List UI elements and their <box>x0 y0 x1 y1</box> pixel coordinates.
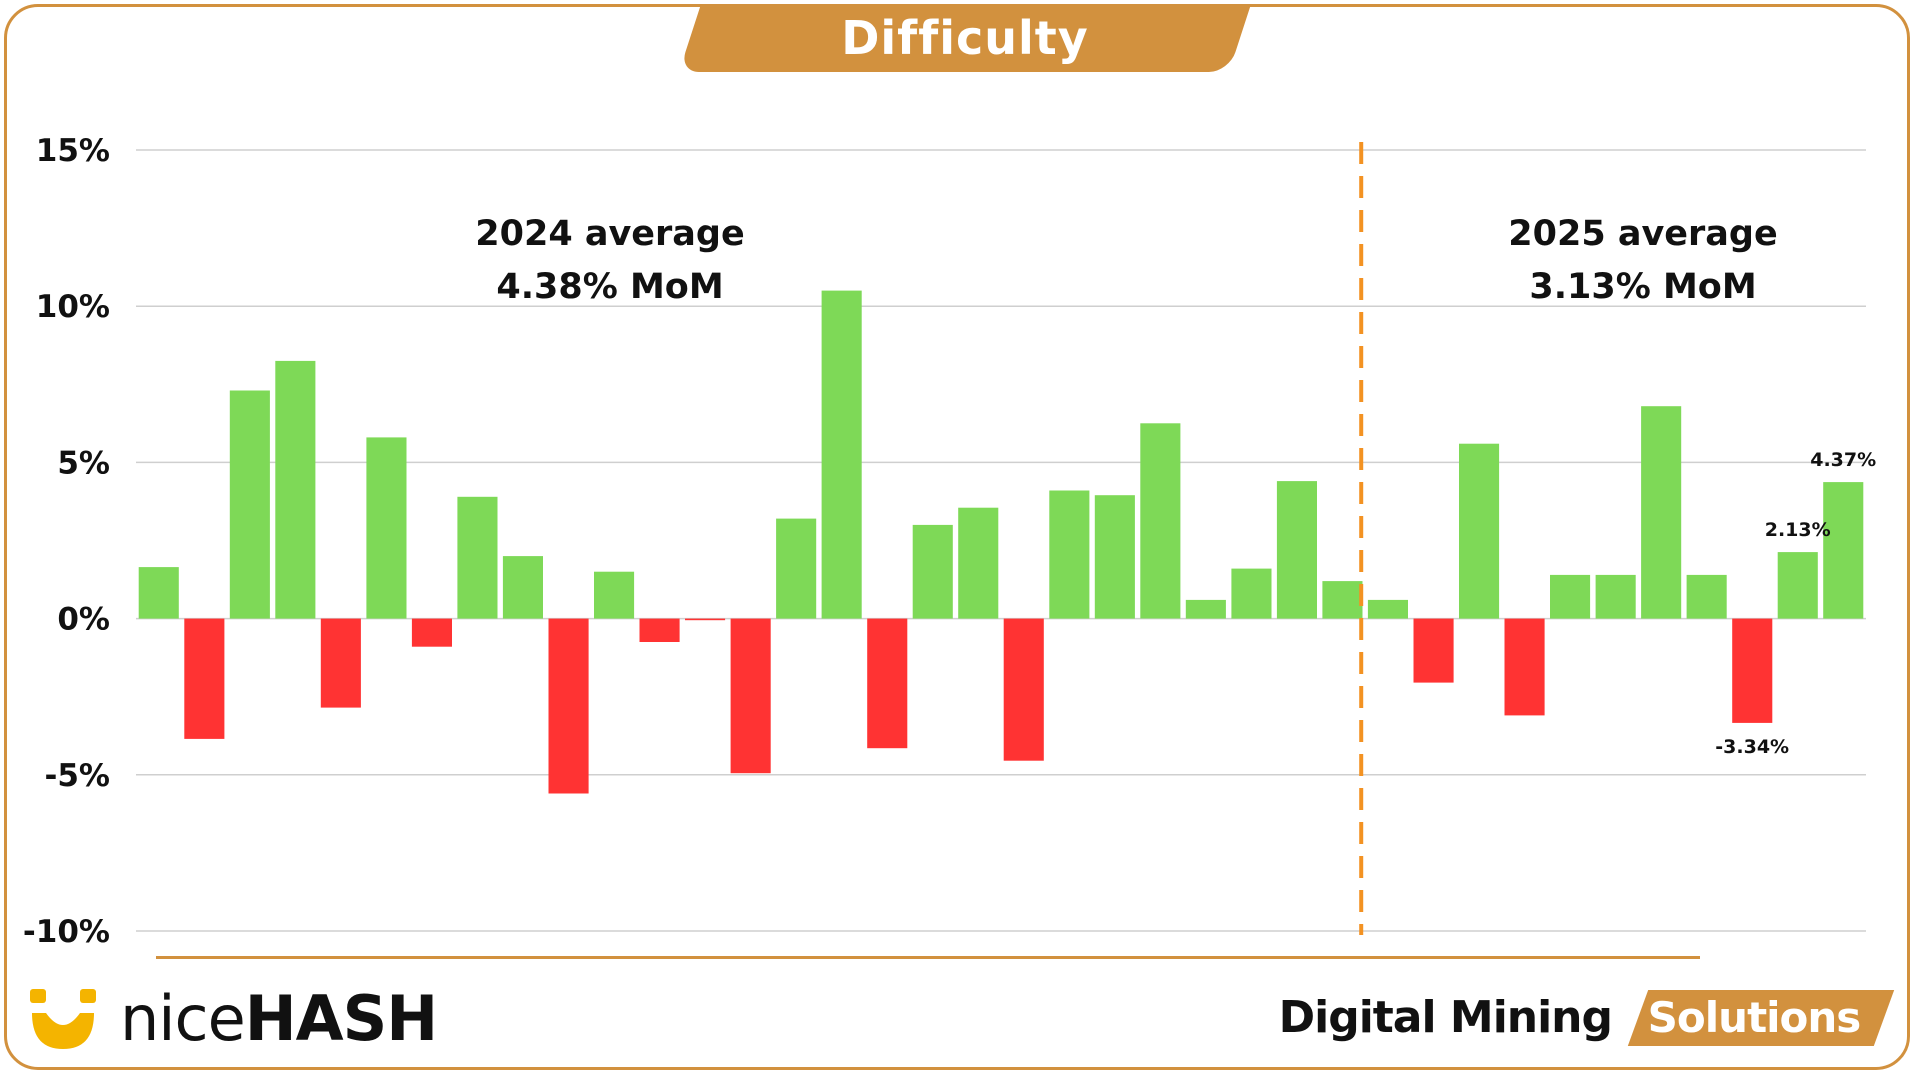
y-tick-label: 5% <box>57 445 110 481</box>
y-tick-label: 10% <box>36 289 110 325</box>
y-tick-label: 0% <box>57 602 110 638</box>
bar <box>457 496 498 619</box>
bar <box>275 360 316 619</box>
bar <box>548 618 589 794</box>
bar <box>1732 618 1773 723</box>
bar <box>320 618 361 708</box>
bar <box>730 618 771 774</box>
wordmark-nice: nice <box>120 982 246 1055</box>
y-tick-labels: 15% 10% 5% 0% -5% -10% <box>23 133 110 950</box>
bar <box>1185 599 1226 619</box>
data-label: -3.34% <box>1715 736 1789 758</box>
bar <box>867 618 908 749</box>
tagline-left: Digital Mining <box>1278 992 1613 1043</box>
bar <box>639 618 680 642</box>
bar <box>1504 618 1545 716</box>
nicehash-logo-icon <box>30 989 96 1049</box>
tagline-right: Solutions <box>1647 993 1862 1042</box>
data-label: 2.13% <box>1765 519 1831 541</box>
bar <box>1550 574 1591 619</box>
bar <box>1641 406 1682 619</box>
footer-divider <box>156 956 1700 959</box>
nicehash-wordmark: niceHASH <box>120 982 438 1055</box>
y-tick-label: 15% <box>36 133 110 169</box>
bar <box>1003 618 1044 761</box>
bar <box>411 618 452 647</box>
bar <box>229 390 270 619</box>
bar <box>1777 552 1818 619</box>
bars <box>138 290 1864 794</box>
bar <box>1140 423 1181 619</box>
bar <box>1094 495 1135 619</box>
y-tick-label: -10% <box>23 914 110 950</box>
chart-title: Difficulty Adjustments <box>795 11 1135 133</box>
bar <box>1459 443 1500 619</box>
avg-2024-label: 2024 average <box>475 214 744 254</box>
digital-mining-solutions-logo: Digital Mining Solutions <box>1279 986 1895 1050</box>
data-labels: -3.34% 2.13% 4.37% <box>1715 449 1876 758</box>
avg-2024-value: 4.38% MoM <box>496 267 723 307</box>
bar <box>1686 574 1727 619</box>
bar <box>366 437 407 619</box>
bar <box>958 507 999 619</box>
bar <box>1413 618 1454 683</box>
bar <box>184 618 225 739</box>
avg-2025-value: 3.13% MoM <box>1529 267 1756 307</box>
bar <box>1276 481 1317 619</box>
bar <box>821 290 862 619</box>
bar <box>138 567 179 619</box>
bar <box>1367 599 1408 619</box>
bar <box>1322 581 1363 619</box>
y-tick-label: -5% <box>45 758 111 794</box>
avg-2025-label: 2025 average <box>1508 214 1777 254</box>
bar <box>912 524 953 619</box>
bar <box>1823 482 1864 619</box>
bar <box>502 556 543 619</box>
bar <box>1049 490 1090 619</box>
bar <box>776 518 817 619</box>
bar <box>1231 568 1272 619</box>
wordmark-hash: HASH <box>244 982 438 1055</box>
bar <box>685 618 726 621</box>
data-label: 4.37% <box>1810 449 1876 471</box>
bar <box>1595 574 1636 619</box>
bar <box>594 571 635 619</box>
